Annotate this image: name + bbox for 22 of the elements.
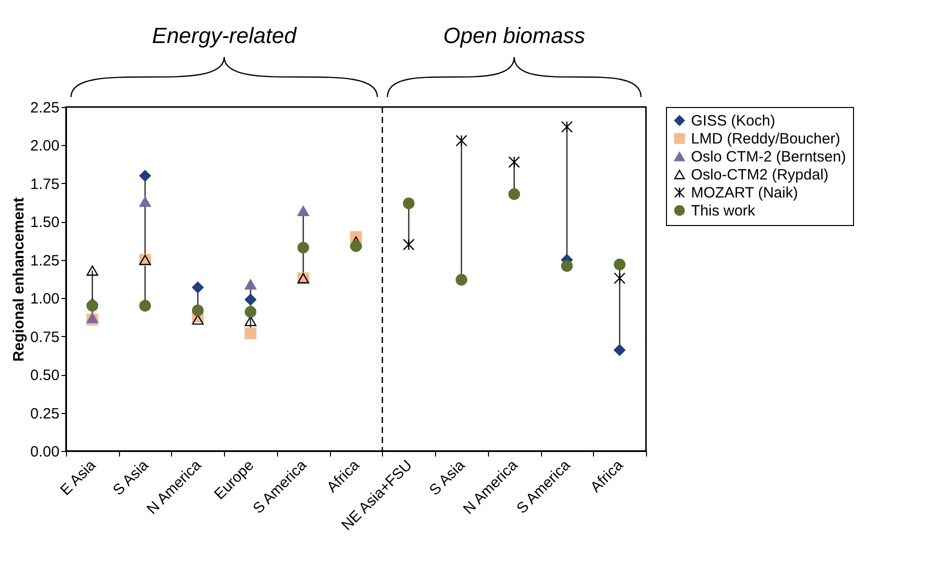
legend-label: MOZART (Naik)	[691, 184, 798, 202]
y-tick-label: 0.25	[30, 405, 60, 422]
y-tick-label: 0.50	[30, 367, 60, 384]
y-tick-label: 2.00	[30, 138, 60, 155]
legend-label: GISS (Koch)	[691, 112, 776, 130]
x-tick-label: S Asia	[426, 456, 469, 499]
text: Energy-related	[152, 23, 296, 49]
y-tick-label: 1.00	[30, 290, 60, 308]
text: Open biomass	[443, 23, 586, 49]
legend-label: This work	[691, 202, 756, 220]
x-tick-label: S Asia	[110, 456, 152, 499]
y-tick-label: 1.50	[30, 214, 60, 232]
legend-label: Oslo CTM-2 (Berntsen)	[691, 148, 846, 166]
y-axis-title: Regional enhancement	[10, 197, 28, 362]
legend-label: LMD (Reddy/Boucher)	[691, 130, 840, 148]
y-tick-label: 0.00	[30, 444, 60, 460]
y-tick-label: 1.25	[30, 252, 60, 270]
y-tick-label: 1.75	[30, 176, 60, 193]
x-tick-label: E Asia	[57, 456, 100, 499]
y-tick-label: 2.25	[30, 100, 60, 116]
y-tick-label: 0.75	[30, 328, 60, 346]
legend-label: Oslo-CTM2 (Rypdal)	[691, 166, 829, 184]
